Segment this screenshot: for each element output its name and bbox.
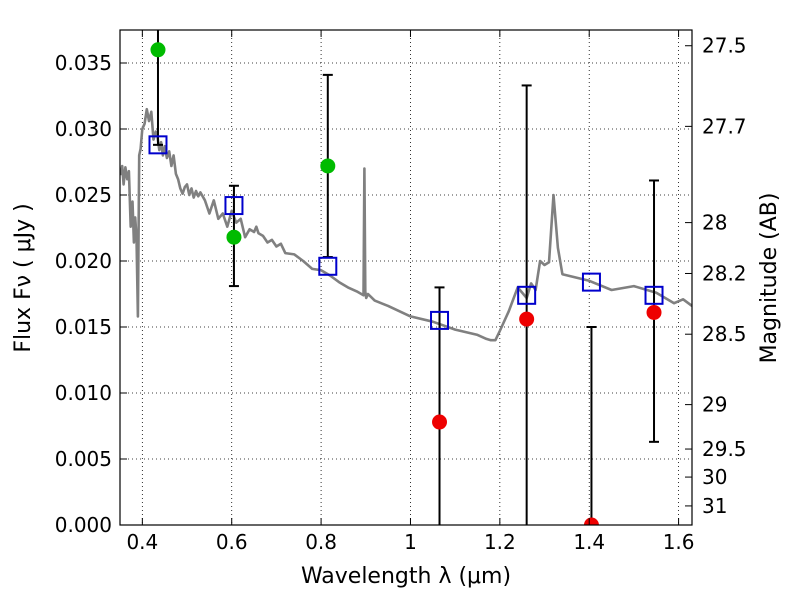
x-axis-label: Wavelength λ (μm) <box>301 564 511 589</box>
upper-limit-point <box>646 304 662 320</box>
y2-tick-label: 29 <box>702 393 727 417</box>
y2-tick-label: 30 <box>702 465 727 489</box>
y-tick-label: 0.020 <box>55 249 112 273</box>
y-tick-label: 0.010 <box>55 381 112 405</box>
plot-frame <box>119 29 693 526</box>
detection-point <box>226 229 242 245</box>
y2-tick-label: 27.7 <box>702 114 747 138</box>
y2-tick-label: 31 <box>702 494 727 518</box>
x-tick-label: 0.6 <box>216 530 248 554</box>
detection-point <box>150 42 166 58</box>
model-photometry-square <box>148 135 168 155</box>
y2-tick-label: 28.2 <box>702 261 747 285</box>
x-tick-label: 0.4 <box>126 530 158 554</box>
y-axis-label: Flux Fν ( μJy ) <box>11 203 36 352</box>
x-tick-label: 1.2 <box>484 530 516 554</box>
model-spectrum-line <box>120 107 692 342</box>
x-tick-label: 1.4 <box>573 530 605 554</box>
y-tick-label: 0.035 <box>55 51 112 75</box>
model-photometry-square <box>318 256 338 276</box>
y2-tick-label: 27.5 <box>702 34 747 58</box>
x-tick-label: 1.6 <box>663 530 695 554</box>
grid <box>120 30 692 526</box>
model-photometry-square <box>224 196 244 216</box>
y-tick-label: 0.000 <box>55 513 112 537</box>
upper-limit-point <box>519 311 535 327</box>
marker-layer <box>148 42 664 525</box>
upper-limit-point <box>432 414 448 430</box>
ticks: 0.4 0.6 0.8 1 1.2 1.4 1.6 0.000 0.005 0.010 0.015 0… <box>55 30 747 554</box>
y-tick-label: 0.005 <box>55 447 112 471</box>
upper-limit-point <box>583 517 599 525</box>
model-photometry-square <box>517 285 537 305</box>
y-tick-label: 0.025 <box>55 183 112 207</box>
detection-point <box>320 158 336 174</box>
y-tick-label: 0.030 <box>55 117 112 141</box>
model-photometry-square <box>430 310 450 330</box>
y2-tick-label: 28.5 <box>702 322 747 346</box>
x-tick-label: 0.8 <box>305 530 337 554</box>
y-tick-label: 0.015 <box>55 315 112 339</box>
y2-axis-label: Magnitude (AB) <box>757 193 782 364</box>
y2-tick-label: 28 <box>702 211 727 235</box>
model-photometry-square <box>644 285 664 305</box>
y2-tick-label: 29.5 <box>702 437 747 461</box>
data-layer <box>120 30 692 525</box>
model-photometry-square <box>581 272 601 292</box>
x-tick-label: 1 <box>404 530 417 554</box>
